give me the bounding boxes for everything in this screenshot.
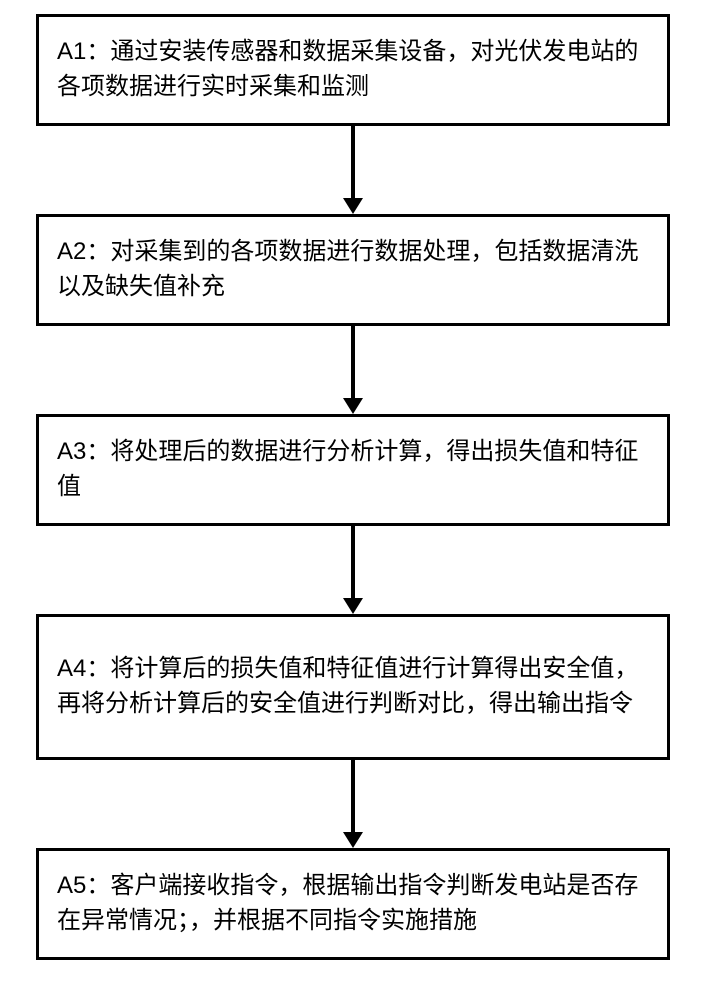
flowchart-step-a2: A2：对采集到的各项数据进行数据处理，包括数据清洗以及缺失值补充 (36, 214, 670, 326)
flowchart-arrow-a3-a4 (341, 526, 365, 614)
flowchart-step-label: A1：通过安装传感器和数据采集设备，对光伏发电站的各项数据进行实时采集和监测 (57, 35, 649, 105)
flowchart-step-a4: A4：将计算后的损失值和特征值进行计算得出安全值，再将分析计算后的安全值进行判断… (36, 614, 670, 760)
flowchart-step-label: A2：对采集到的各项数据进行数据处理，包括数据清洗以及缺失值补充 (57, 235, 649, 305)
flowchart-step-label: A4：将计算后的损失值和特征值进行计算得出安全值，再将分析计算后的安全值进行判断… (57, 652, 649, 722)
flowchart-step-a5: A5：客户端接收指令，根据输出指令判断发电站是否存在异常情况；，并根据不同指令实… (36, 848, 670, 960)
flowchart-step-a1: A1：通过安装传感器和数据采集设备，对光伏发电站的各项数据进行实时采集和监测 (36, 14, 670, 126)
flowchart-step-label: A3：将处理后的数据进行分析计算，得出损失值和特征值 (57, 435, 649, 505)
flowchart-step-label: A5：客户端接收指令，根据输出指令判断发电站是否存在异常情况；，并根据不同指令实… (57, 869, 649, 939)
flowchart-arrow-a4-a5 (341, 760, 365, 848)
flowchart-arrow-a2-a3 (341, 326, 365, 414)
flowchart-arrow-a1-a2 (341, 126, 365, 214)
flowchart-step-a3: A3：将处理后的数据进行分析计算，得出损失值和特征值 (36, 414, 670, 526)
flowchart-canvas: A1：通过安装传感器和数据采集设备，对光伏发电站的各项数据进行实时采集和监测 A2… (0, 0, 707, 1000)
